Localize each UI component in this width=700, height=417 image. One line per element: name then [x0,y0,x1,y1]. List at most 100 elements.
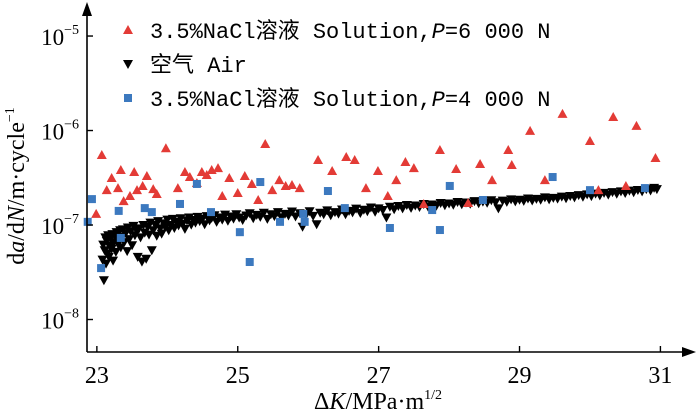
x-tick-label: 29 [508,363,532,389]
point-nacl-4000n [175,199,184,208]
data-points [83,108,662,286]
point-nacl-6000n [112,183,123,193]
label-part: =6 000 N [445,20,551,45]
point-air [143,230,154,240]
point-nacl-4000n [323,187,332,196]
label-part: d [4,253,30,265]
point-nacl-6000n [327,165,338,175]
point-nacl-4000n [245,258,254,267]
point-nacl-6000n [101,185,112,195]
point-nacl-6000n [360,183,371,193]
point-nacl-6000n [246,178,257,188]
point-nacl-6000n [487,175,498,185]
point-nacl-6000n [631,120,642,130]
point-air [101,259,112,269]
label-part: −1 [3,107,18,122]
point-nacl-6000n [593,185,604,195]
point-nacl-4000n [585,186,594,195]
point-nacl-6000n [525,125,536,135]
point-nacl-6000n [132,185,143,195]
point-nacl-4000n [235,228,244,237]
label-part: 3.5%NaCl溶液 Solution, [150,19,432,45]
point-nacl-6000n [391,175,402,185]
point-nacl-4000n [114,206,123,215]
y-tick-exponent: −6 [64,118,79,133]
point-nacl-6000n [96,150,107,160]
point-nacl-6000n [217,190,228,200]
legend-marker [124,94,132,102]
point-nacl-6000n [608,112,619,122]
x-ticks: 23 25 27 29 31 [85,346,672,389]
point-air [115,243,126,253]
label-part: 1/2 [424,388,442,403]
point-nacl-6000n [349,155,360,165]
label-part: P [432,20,445,45]
legend-label: 3.5%NaCl溶液 Solution,P=6 000 N [150,19,550,45]
point-nacl-4000n [87,195,96,204]
legend: 3.5%NaCl溶液 Solution,P=6 000 N空气 Air3.5%N… [123,19,550,113]
y-tick-base: 10 [41,25,64,50]
point-air [393,201,404,211]
point-nacl-6000n [151,188,162,198]
label-part: 空气 Air [150,53,247,79]
point-air [490,198,501,208]
legend-item: 3.5%NaCl溶液 Solution,P=4 000 N [124,87,550,113]
point-nacl-6000n [172,183,183,193]
point-air [184,213,195,223]
point-nacl-4000n [192,179,201,188]
point-air [127,241,138,251]
point-air [124,235,135,245]
legend-marker [123,25,133,34]
point-nacl-6000n [274,175,285,185]
point-nacl-4000n [640,184,649,193]
legend-item: 空气 Air [123,53,247,79]
y-tick-base: 10 [41,120,64,145]
point-nacl-6000n [400,157,411,167]
point-nacl-6000n [372,165,383,175]
y-tick-label: 10−7 [41,212,79,239]
label-part: K [328,389,347,415]
point-nacl-6000n [137,180,148,190]
label-part: =4 000 N [445,88,551,113]
y-axis-arrow [82,2,92,16]
point-nacl-6000n [341,151,352,161]
y-tick-base: 10 [41,214,64,239]
point-nacl-4000n [548,173,557,182]
label-part: 3.5%NaCl溶液 Solution, [150,87,432,113]
series-nacl-6000n [91,108,661,218]
point-nacl-6000n [267,185,278,195]
point-nacl-6000n [313,155,324,165]
label-part: P [432,88,445,113]
point-nacl-6000n [253,194,264,204]
point-nacl-4000n [256,178,265,187]
point-nacl-6000n [382,190,393,200]
point-nacl-6000n [201,170,212,180]
label-part: a [4,241,30,253]
point-air [304,207,315,217]
y-axis-label: da/dN/m·cycle−1 [3,107,30,265]
series-air [97,183,662,286]
label-part: /MPa·m [345,389,424,415]
point-nacl-6000n [141,171,152,181]
point-nacl-6000n [196,166,207,176]
y-tick-base: 10 [41,309,64,334]
point-nacl-4000n [147,208,156,217]
point-nacl-6000n [584,136,595,146]
point-nacl-6000n [557,108,568,118]
point-air [110,247,121,257]
y-tick-label: 10−5 [41,23,79,50]
point-air [108,256,119,266]
point-nacl-6000n [91,208,102,218]
legend-item: 3.5%NaCl溶液 Solution,P=6 000 N [123,19,550,45]
point-nacl-6000n [286,180,297,190]
point-nacl-6000n [294,183,305,193]
point-air [153,217,164,227]
point-nacl-6000n [475,159,486,169]
point-air [651,185,662,195]
point-nacl-4000n [299,209,308,218]
point-nacl-4000n [435,226,444,235]
point-air [311,220,322,230]
point-nacl-4000n [445,181,454,190]
point-air [401,200,412,210]
